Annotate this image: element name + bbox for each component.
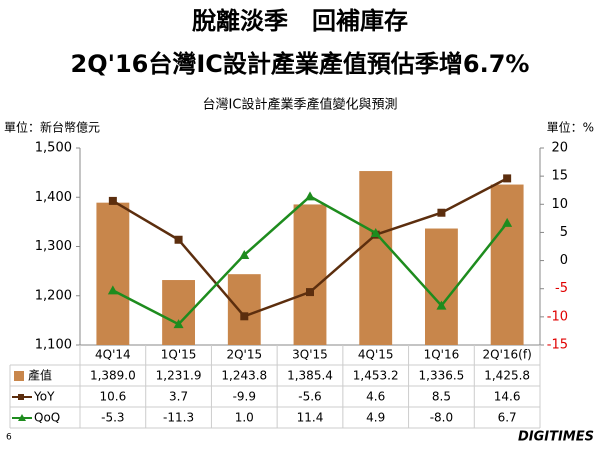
line-marker <box>107 285 118 295</box>
x-tick-label: 2Q'16(f) <box>483 348 532 362</box>
slide-subtitle: 2Q'16台灣IC設計產業產值預估季增6.7% <box>71 50 530 78</box>
table-cell: 1,231.9 <box>156 369 202 383</box>
y2-tick-label: 5 <box>560 225 568 240</box>
line-marker <box>240 312 249 321</box>
table-cell: -8.0 <box>430 411 453 425</box>
table-cell: 1,425.8 <box>484 369 530 383</box>
y2-tick-label: -10 <box>547 309 568 324</box>
x-tick-label: 1Q'16 <box>424 348 460 362</box>
line-marker <box>108 196 117 205</box>
bar <box>227 274 261 345</box>
bar <box>293 204 327 345</box>
table-cell: 1.0 <box>235 411 254 425</box>
y-tick-label: 1,100 <box>35 338 72 353</box>
line-marker <box>239 249 250 259</box>
table-cell: 8.5 <box>432 390 451 404</box>
line-marker <box>502 217 513 227</box>
line-marker <box>174 235 183 244</box>
legend-swatch <box>14 371 24 381</box>
line-marker <box>173 319 184 329</box>
line-marker <box>436 300 447 310</box>
table-cell: -5.3 <box>101 411 124 425</box>
y2-tick-label: -15 <box>547 338 568 353</box>
table-cell: 10.6 <box>99 390 126 404</box>
y2-tick-label: -5 <box>555 281 568 296</box>
bar <box>359 171 393 345</box>
table-cell: -9.9 <box>233 390 256 404</box>
x-tick-label: 2Q'15 <box>226 348 262 362</box>
table-cell: 1,453.2 <box>353 369 399 383</box>
x-tick-label: 1Q'15 <box>161 348 197 362</box>
y2-axis-label: 單位：% <box>547 120 594 135</box>
line-marker <box>503 174 512 183</box>
y-tick-label: 1,300 <box>35 239 72 254</box>
y2-tick-label: 20 <box>551 141 568 156</box>
legend-label: QoQ <box>34 411 60 425</box>
y-axis-label: 單位：新台幣億元 <box>4 120 100 135</box>
table-cell: -5.6 <box>298 390 321 404</box>
y-tick-label: 1,200 <box>35 288 72 303</box>
bar <box>425 228 458 345</box>
table-cell: 1,243.8 <box>221 369 267 383</box>
legend-marker <box>18 414 26 421</box>
table-cell: 4.9 <box>366 411 385 425</box>
table-cell: 6.7 <box>498 411 517 425</box>
line-marker <box>305 191 315 201</box>
legend-marker <box>18 394 24 400</box>
x-tick-label: 3Q'15 <box>292 348 328 362</box>
y2-tick-label: 10 <box>551 197 568 212</box>
y2-tick-label: 15 <box>551 169 568 184</box>
table-cell: -11.3 <box>163 411 194 425</box>
legend-label: 產值 <box>28 368 52 383</box>
table-cell: 1,385.4 <box>287 369 333 383</box>
slide-title: 脫離淡季 回補庫存 <box>192 7 408 35</box>
x-tick-label: 4Q'14 <box>95 348 131 362</box>
y2-tick-label: 0 <box>560 253 568 268</box>
x-tick-label: 4Q'15 <box>358 348 394 362</box>
table-cell: 11.4 <box>297 411 324 425</box>
bar <box>490 184 524 345</box>
brand: DIGITIMES <box>518 430 594 445</box>
line-marker <box>306 288 314 297</box>
table-cell: 4.6 <box>366 390 385 404</box>
table-cell: 3.7 <box>169 390 188 404</box>
legend-label: YoY <box>33 390 55 404</box>
page-number: 6 <box>6 433 12 443</box>
y-tick-label: 1,400 <box>35 190 72 205</box>
bar <box>96 202 130 345</box>
table-cell: 1,389.0 <box>90 369 136 383</box>
table-cell: 14.6 <box>494 390 521 404</box>
line-marker <box>437 208 446 217</box>
chart-title: 台灣IC設計產業季產值變化與預測 <box>203 97 398 113</box>
table-cell: 1,336.5 <box>419 369 465 383</box>
line-marker <box>370 227 381 237</box>
y-tick-label: 1,500 <box>35 141 72 156</box>
